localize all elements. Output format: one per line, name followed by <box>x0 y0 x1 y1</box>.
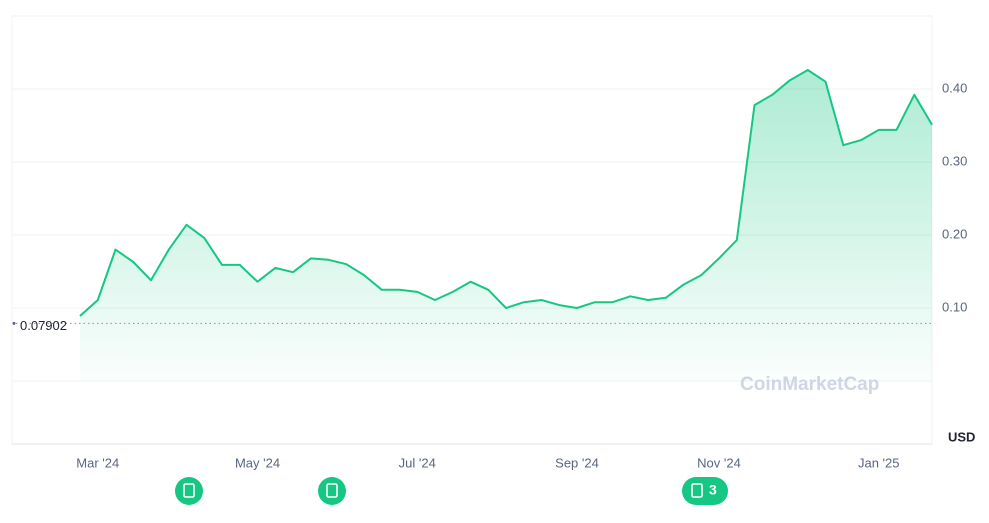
event-marker[interactable]: 3 <box>682 477 728 505</box>
y-tick-label: 0.30 <box>942 153 967 168</box>
event-count: 3 <box>709 482 717 498</box>
y-tick-label: 0.10 <box>942 299 967 314</box>
start-price-dot <box>12 321 16 325</box>
y-tick-label: 0.40 <box>942 80 967 95</box>
event-marker[interactable] <box>175 477 203 505</box>
x-tick-label: Nov '24 <box>697 455 741 470</box>
x-tick-label: May '24 <box>235 455 280 470</box>
area <box>80 70 932 381</box>
y-tick-label: 0.20 <box>942 226 967 241</box>
x-tick-label: Jan '25 <box>858 455 900 470</box>
event-marker[interactable] <box>318 477 346 505</box>
x-tick-label: Sep '24 <box>555 455 599 470</box>
x-tick-label: Jul '24 <box>399 455 436 470</box>
x-tick-label: Mar '24 <box>76 455 119 470</box>
price-line <box>79 69 933 317</box>
start-price-label: 0.07902 <box>20 318 67 333</box>
y-unit: USD <box>948 429 975 444</box>
